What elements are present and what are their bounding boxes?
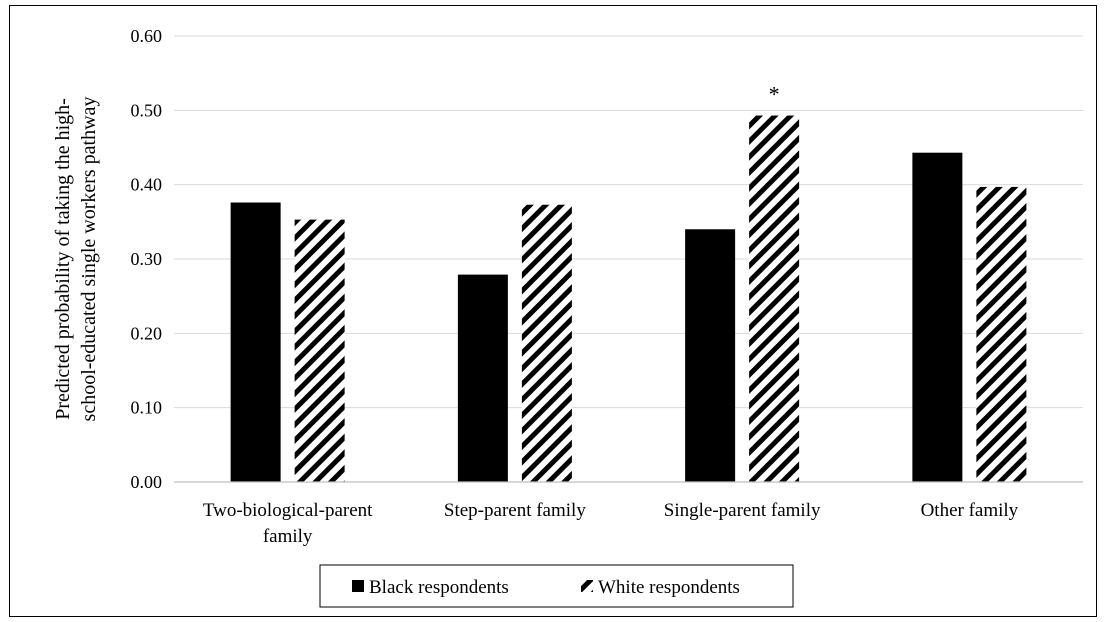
bar-white-respondents [749, 115, 800, 482]
bars [230, 115, 1027, 483]
y-axis-title: Predicted probability of taking the high… [52, 97, 100, 422]
y-axis-ticks: 0.00 0.10 0.20 0.30 0.40 0.50 0.60 [131, 26, 163, 492]
y-tick-label: 0.20 [131, 323, 163, 343]
bar-black-respondents [457, 274, 508, 482]
x-tick-label: Step-parent family [444, 500, 586, 521]
x-tick-label: family [263, 526, 313, 547]
x-tick-label: Single-parent family [664, 500, 821, 521]
y-tick-label: 0.30 [131, 249, 163, 269]
x-tick-label: Two-biological-parent [203, 500, 373, 521]
bar-black-respondents [912, 152, 963, 482]
bar-white-respondents [521, 204, 572, 482]
bar-white-respondents [976, 186, 1027, 482]
y-axis-label: school-educated single workers pathway [78, 97, 100, 422]
significance-marker: * [769, 82, 780, 107]
y-tick-label: 0.40 [131, 175, 163, 195]
bar-white-respondents [294, 219, 345, 482]
bar-black-respondents [230, 202, 281, 483]
legend-box [319, 564, 794, 608]
y-tick-label: 0.60 [131, 26, 163, 46]
legend-label: White respondents [598, 577, 740, 598]
y-axis-label: Predicted probability of taking the high… [52, 98, 74, 420]
annotations: * [769, 82, 780, 107]
y-tick-label: 0.10 [131, 398, 163, 418]
bar-chart: 0.00 0.10 0.20 0.30 0.40 0.50 0.60 Two-biologi… [52, 26, 1083, 608]
y-tick-label: 0.50 [131, 100, 163, 120]
x-tick-label: Other family [921, 500, 1019, 521]
x-axis-category-labels: Two-biological-parent family Step-parent f… [203, 500, 1019, 547]
chart-frame: 0.00 0.10 0.20 0.30 0.40 0.50 0.60 Two-biologi… [9, 5, 1097, 617]
legend-swatch [581, 580, 593, 592]
y-tick-label: 0.00 [131, 472, 163, 492]
bar-black-respondents [685, 229, 736, 482]
legend: Black respondents White respondents [319, 564, 794, 608]
legend-label: Black respondents [369, 577, 509, 598]
legend-swatch [352, 580, 364, 592]
